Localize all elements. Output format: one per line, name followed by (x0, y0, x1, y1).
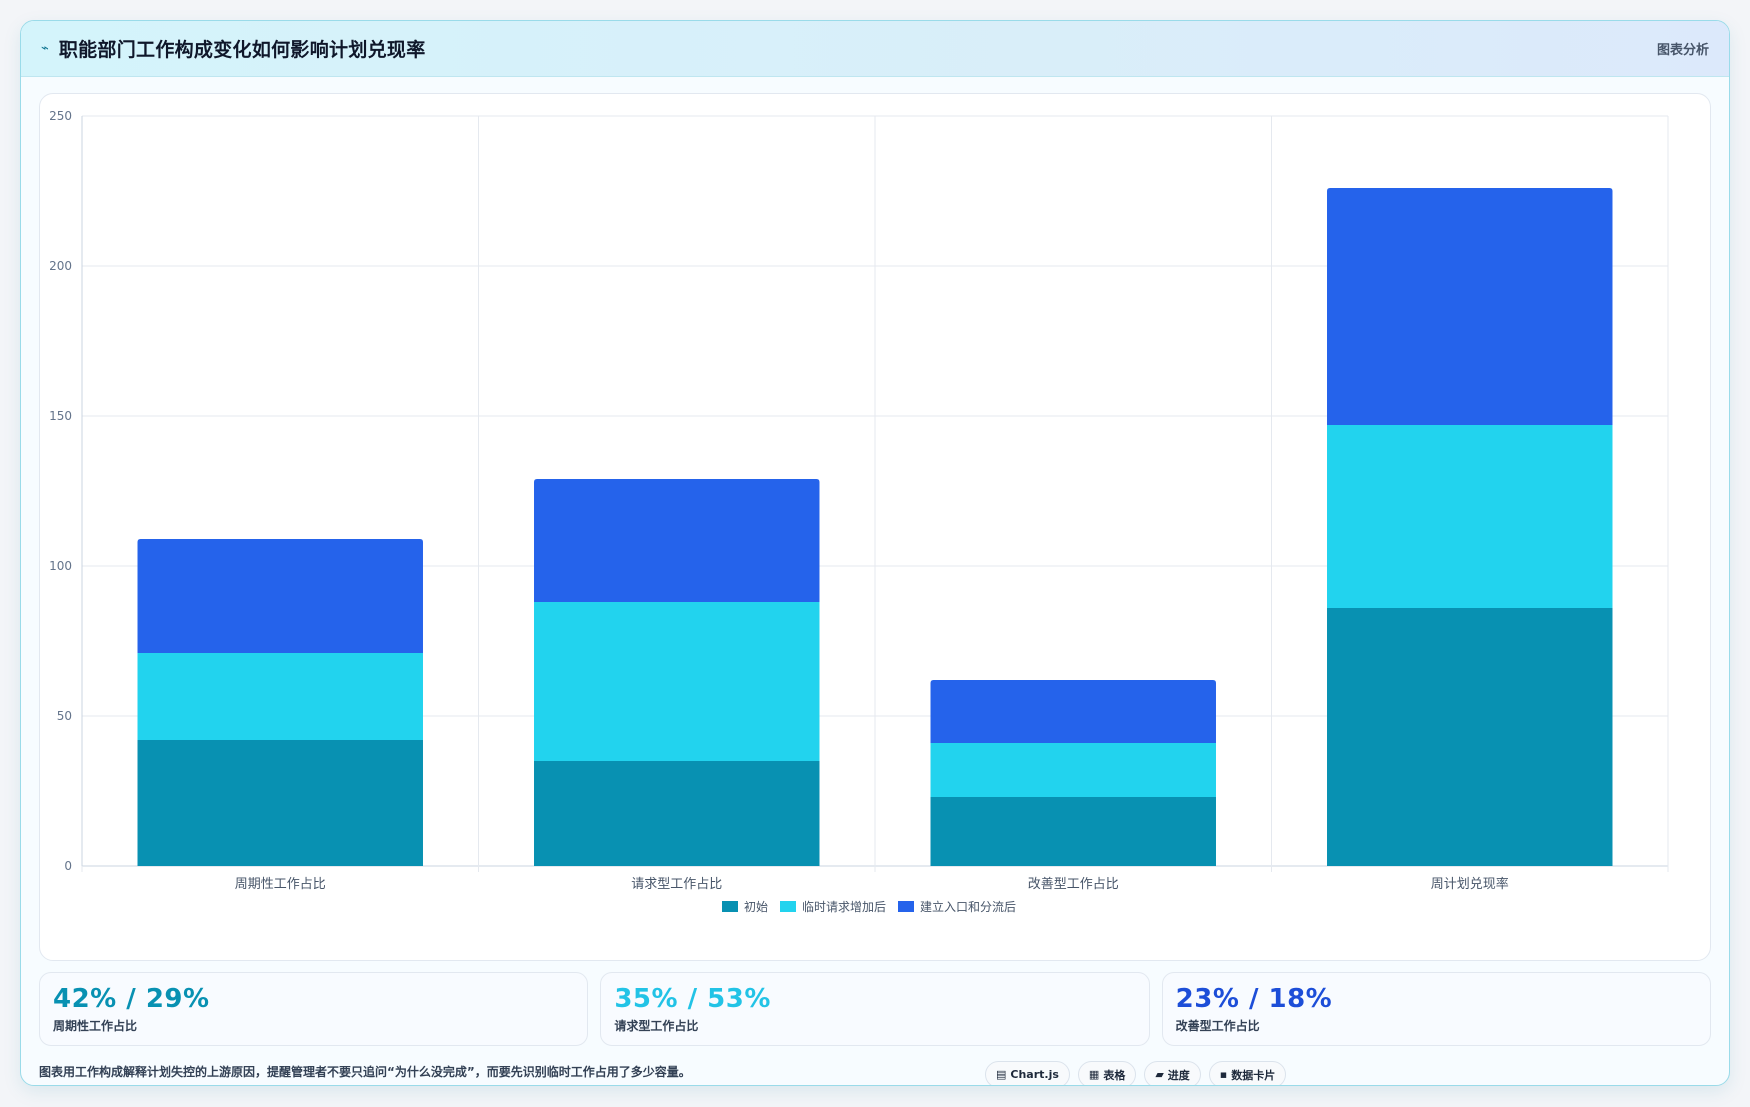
stat-label: 请求型工作占比 (614, 1019, 699, 1033)
page-title: 职能部门工作构成变化如何影响计划兑现率 (58, 39, 426, 61)
bar-segment (534, 602, 820, 761)
y-tick-label: 50 (57, 709, 72, 723)
card-icon: ▪ (1219, 1068, 1228, 1081)
y-tick-label: 150 (49, 409, 72, 423)
bar-segment (137, 740, 423, 866)
stat-label: 改善型工作占比 (1175, 1019, 1260, 1033)
y-tick-label: 200 (49, 259, 72, 273)
card-footer: 图表用工作构成解释计划失控的上游原因，提醒管理者不要只追问“为什么没完成”，而要… (39, 1057, 1711, 1085)
chip-chartjs[interactable]: ▤ Chart.js (985, 1061, 1070, 1085)
y-tick-label: 0 (64, 859, 72, 873)
bar-segment (137, 653, 423, 740)
stat-card-improvement: 23% / 18% 改善型工作占比 (1161, 972, 1711, 1046)
bar-segment (534, 479, 820, 602)
bar-segment (930, 680, 1216, 743)
chart-icon: ▤ (996, 1068, 1007, 1081)
bar-segment (930, 743, 1216, 797)
x-tick-label: 改善型工作占比 (1028, 876, 1119, 892)
card-header: ⌁ 职能部门工作构成变化如何影响计划兑现率 图表分析 (21, 21, 1729, 77)
chip-data-card[interactable]: ▪ 数据卡片 (1208, 1061, 1287, 1085)
chip-table[interactable]: ▦ 表格 (1077, 1061, 1137, 1085)
chart-card: ⌁ 职能部门工作构成变化如何影响计划兑现率 图表分析 0 50 100 150 200 2… (20, 20, 1730, 1086)
chart-panel: 0 50 100 150 200 250 周期性工作占比 请求型工作占比 改善型工作占比 周计划兑… (39, 93, 1711, 961)
legend-swatch (780, 901, 796, 912)
stat-value: 23% / 18% (1175, 984, 1333, 1014)
stat-value: 35% / 53% (614, 984, 771, 1014)
chip-progress[interactable]: ▰ 进度 (1144, 1061, 1201, 1085)
chip-label: 进度 (1167, 1068, 1190, 1082)
progress-icon: ▰ (1155, 1068, 1164, 1081)
bar-segment (137, 539, 423, 653)
chip-label: 数据卡片 (1231, 1068, 1276, 1082)
stat-card-request: 35% / 53% 请求型工作占比 (600, 972, 1150, 1046)
legend-swatch (898, 901, 914, 912)
x-tick-label: 周计划兑现率 (1431, 876, 1509, 892)
chart-line-icon: ⌁ (41, 41, 49, 56)
x-tick-label: 请求型工作占比 (631, 877, 722, 892)
stacked-bar-chart: 0 50 100 150 200 250 周期性工作占比 请求型工作占比 改善型工作占比 周计划兑… (49, 109, 1669, 914)
chip-label: 表格 (1103, 1068, 1126, 1082)
legend-label: 初始 (744, 900, 768, 914)
stat-cards: 42% / 29% 周期性工作占比 35% / 53% 请求型工作占比 23% … (39, 972, 1711, 1046)
stat-value: 42% / 29% (53, 984, 210, 1014)
bar-segment (930, 797, 1216, 866)
chip-label: Chart.js (1010, 1068, 1059, 1081)
table-icon: ▦ (1088, 1068, 1100, 1081)
stat-card-periodic: 42% / 29% 周期性工作占比 (39, 972, 589, 1046)
legend-label: 建立入口和分流后 (920, 899, 1016, 914)
bar-segment (1327, 188, 1613, 425)
x-tick-label: 周期性工作占比 (235, 877, 326, 892)
tag-chips: ▤ Chart.js ▦ 表格 ▰ 进度 ▪ 数据卡片 (985, 1061, 1287, 1085)
bar-segment (1327, 608, 1613, 866)
stat-label: 周期性工作占比 (53, 1019, 138, 1033)
legend-swatch (722, 901, 738, 912)
bar-segment (1327, 425, 1613, 608)
chart-analysis-label: 图表分析 (1656, 43, 1709, 58)
legend-label: 临时请求增加后 (802, 900, 886, 914)
y-tick-label: 100 (49, 559, 72, 573)
bar-segment (534, 761, 820, 866)
footer-note: 图表用工作构成解释计划失控的上游原因，提醒管理者不要只追问“为什么没完成”，而要… (39, 1065, 691, 1079)
y-tick-label: 250 (49, 109, 72, 123)
